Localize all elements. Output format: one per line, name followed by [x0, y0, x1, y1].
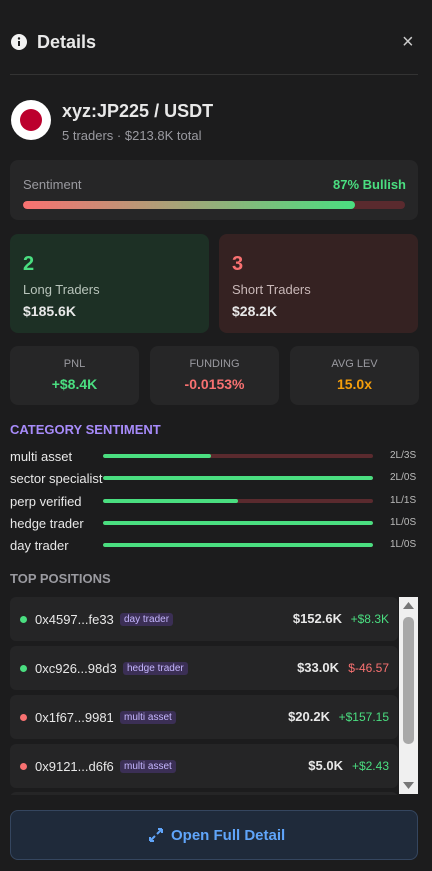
category-count: 1L/1S: [390, 494, 417, 506]
short-label: Short Traders: [232, 282, 311, 297]
category-name: day trader: [10, 538, 69, 554]
short-card: 3 Short Traders $28.2K: [219, 234, 418, 333]
category-name: multi asset: [10, 449, 73, 464]
category-track: [103, 520, 373, 525]
sentiment-label: Sentiment: [23, 177, 82, 192]
open-full-detail-button[interactable]: Open Full Detail: [10, 810, 418, 860]
position-size: $33.0K: [297, 660, 339, 675]
long-count: 2: [23, 253, 35, 275]
stat-label: AVG LEV: [331, 358, 378, 370]
category-bar: [103, 498, 238, 503]
category-bar: [103, 454, 211, 458]
category-count: 2L/0S: [390, 472, 417, 484]
side-dot: [20, 665, 27, 672]
close-button[interactable]: ×: [402, 31, 414, 53]
position-size: $20.2K: [288, 709, 330, 724]
short-count: 3: [232, 253, 244, 275]
position-row[interactable]: 0x4597...fe33 day trader +$8.3K $152.6K: [10, 597, 398, 641]
position-pnl: +$157.15: [338, 710, 389, 724]
stat-label: PNL: [63, 358, 86, 370]
sentiment-bar: [23, 201, 356, 209]
position-row[interactable]: 0xc926...98d3 hedge trader $-46.57 $33.0K: [10, 646, 398, 690]
positions-list: 0x4597...fe33 day trader +$8.3K $152.6K 0xc9…: [0, 595, 432, 795]
category-track: [103, 476, 373, 481]
button-label: Open Full Detail: [171, 827, 286, 844]
category-bar: [103, 543, 373, 548]
category-name: hedge trader: [10, 515, 84, 531]
long-label: Long Traders: [23, 282, 100, 297]
category-count: 1L/0S: [390, 539, 417, 551]
divider: [10, 74, 418, 75]
position-row: [10, 792, 398, 795]
section-title: CATEGORY SENTIMENT: [10, 422, 161, 437]
sentiment-track: [23, 201, 405, 209]
stat-value: +$8.4K: [51, 376, 98, 392]
category-count: 1L/0S: [390, 516, 417, 528]
stat-label: FUNDING: [189, 358, 240, 370]
category-track: [103, 454, 373, 458]
sentiment-value: 87% Bullish: [333, 177, 406, 192]
position-row[interactable]: 0x1f67...9981 multi asset +$157.15 $20.2K: [10, 695, 398, 739]
trader-address: 0x1f67...9981: [35, 710, 114, 725]
category-track: [103, 498, 373, 503]
trader-tag: day trader: [120, 613, 174, 626]
stat-card: PNL +$8.4K: [10, 346, 139, 405]
trader-tag: multi asset: [120, 760, 176, 773]
side-dot: [20, 616, 27, 623]
asset-subtitle: 5 traders · $213.8K total: [62, 128, 202, 143]
trader-address: 0xc926...98d3: [35, 661, 117, 676]
position-pnl: $-46.57: [348, 661, 389, 675]
category-count: 2L/3S: [390, 450, 417, 461]
category-track: [103, 543, 373, 548]
position-pnl: +$2.43: [351, 759, 389, 773]
category-bar: [103, 520, 373, 525]
side-dot: [20, 763, 27, 770]
category-name: perp verified: [10, 493, 82, 509]
position-size: $5.0K: [308, 758, 343, 773]
expand-icon: [149, 828, 163, 842]
scrollbar[interactable]: [399, 597, 418, 794]
trader-tag: multi asset: [120, 711, 176, 724]
section-title: TOP POSITIONS: [10, 571, 111, 586]
flag-icon: [11, 100, 51, 140]
trader-address: 0x9121...d6f6: [35, 759, 114, 774]
stat-value: 15.0x: [336, 376, 373, 392]
position-pnl: +$8.3K: [350, 612, 389, 626]
position-row[interactable]: 0x9121...d6f6 multi asset +$2.43 $5.0K: [10, 744, 398, 788]
trader-tag: hedge trader: [123, 662, 188, 675]
stat-value: -0.0153%: [184, 376, 245, 392]
info-icon: [11, 34, 27, 50]
side-dot: [20, 714, 27, 721]
long-amount: $185.6K: [23, 303, 76, 319]
stat-card: FUNDING -0.0153%: [150, 346, 279, 405]
category-name: sector specialist: [10, 471, 103, 487]
category-bar: [103, 476, 373, 481]
position-size: $152.6K: [292, 611, 342, 626]
sentiment-card: Sentiment 87% Bullish: [10, 160, 418, 220]
asset-name: xyz:JP225 / USDT: [62, 101, 214, 121]
panel-title: Details: [37, 32, 97, 52]
short-amount: $28.2K: [232, 303, 278, 319]
trader-address: 0x4597...fe33: [35, 612, 114, 627]
long-card: 2 Long Traders $185.6K: [10, 234, 209, 333]
stat-card: AVG LEV 15.0x: [290, 346, 419, 405]
